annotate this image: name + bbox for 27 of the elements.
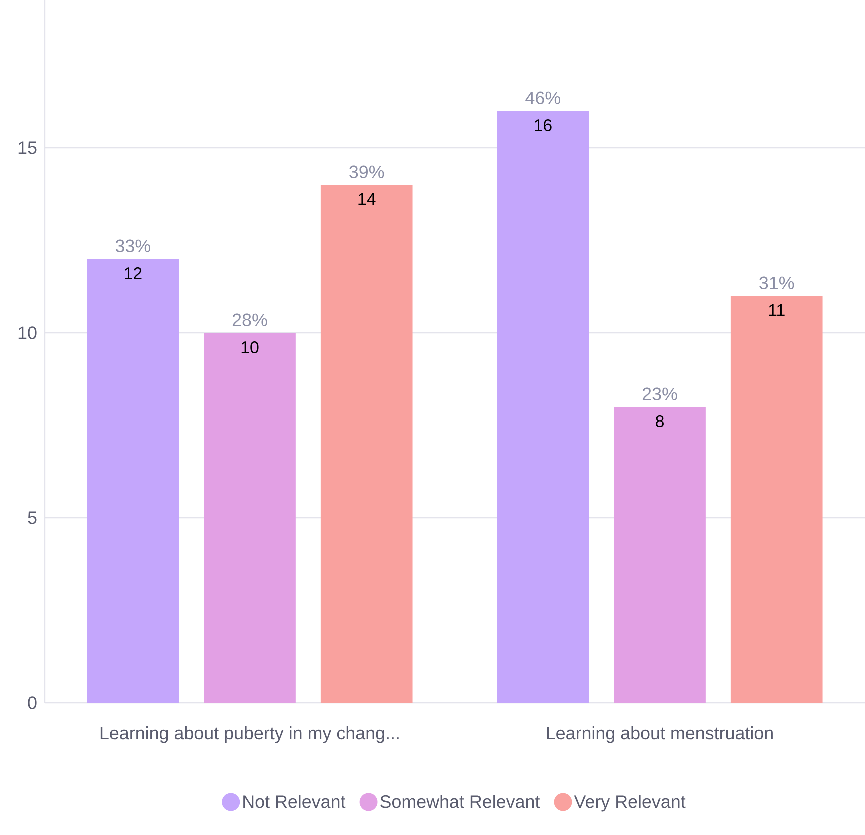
annotation: 31% xyxy=(760,276,794,290)
y-tick-label: 10 xyxy=(18,326,37,340)
legend-label: Very Relevant xyxy=(574,795,686,812)
y-tick-label: 0 xyxy=(28,696,37,710)
data-label: 12 xyxy=(125,268,142,280)
data-label: 16 xyxy=(535,120,552,132)
bar xyxy=(497,110,590,703)
data-label: 8 xyxy=(656,416,664,428)
annotation: 39% xyxy=(350,166,384,178)
annotation: 46% xyxy=(526,92,560,104)
bar xyxy=(87,258,180,703)
legend-label: Somewhat Relevant xyxy=(380,795,540,808)
legend-label: Not Relevant xyxy=(244,795,346,808)
annotation: 23% xyxy=(642,388,678,400)
data-label: 11 xyxy=(769,304,785,316)
data-label: 14 xyxy=(358,194,376,206)
annotation: 28% xyxy=(232,314,268,326)
y-tick-label: 15 xyxy=(18,142,37,154)
annotation: 33% xyxy=(116,240,150,252)
bar xyxy=(614,406,706,703)
x-tick-label: Learning about menstruation xyxy=(547,726,773,744)
bar xyxy=(204,332,296,703)
x-tick-label: Learning about puberty in my chang... xyxy=(100,726,399,744)
data-label: 10 xyxy=(242,342,259,354)
bar xyxy=(730,296,823,703)
y-tick-label: 5 xyxy=(28,512,37,524)
bar xyxy=(320,184,413,703)
